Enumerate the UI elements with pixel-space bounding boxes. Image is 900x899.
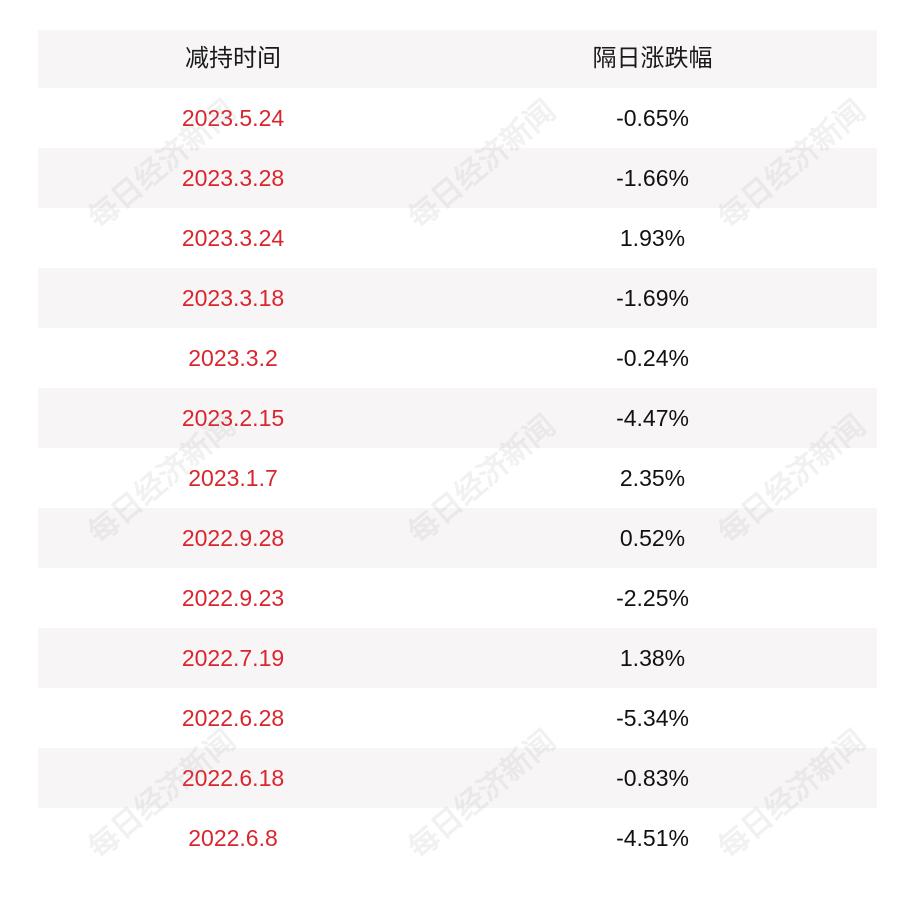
row-change: -4.51%	[616, 825, 689, 851]
row-date: 2022.6.28	[181, 705, 285, 731]
table-row: 2023.1.7 2.35%	[38, 448, 877, 508]
table-row: 2023.3.18 -1.69%	[38, 268, 877, 328]
table-row: 2022.9.23 -2.25%	[38, 568, 877, 628]
table-header-row: 减持时间 隔日涨跌幅	[38, 30, 877, 88]
table-row: 2023.5.24 -0.65%	[38, 88, 877, 148]
row-change: -0.83%	[616, 765, 689, 791]
row-change: -0.65%	[616, 105, 689, 131]
row-change: -1.66%	[616, 165, 689, 191]
row-change: 1.38%	[619, 645, 686, 671]
row-date: 2023.2.15	[181, 405, 285, 431]
row-change: -0.24%	[616, 345, 689, 371]
row-date: 2023.3.28	[181, 165, 285, 191]
header-date: 减持时间	[185, 45, 281, 72]
header-change: 隔日涨跌幅	[592, 45, 713, 72]
row-date: 2022.9.28	[181, 525, 285, 551]
row-change: -4.47%	[616, 405, 689, 431]
row-change: 2.35%	[619, 465, 686, 491]
row-date: 2023.3.24	[181, 225, 285, 251]
table-row: 2023.3.28 -1.66%	[38, 148, 877, 208]
row-change: 0.52%	[619, 525, 686, 551]
table-row: 2023.3.24 1.93%	[38, 208, 877, 268]
row-date: 2022.7.19	[181, 645, 285, 671]
row-date: 2023.1.7	[188, 465, 278, 491]
row-date: 2023.3.2	[188, 345, 278, 371]
table-row: 2022.6.28 -5.34%	[38, 688, 877, 748]
row-date: 2022.9.23	[181, 585, 285, 611]
table-row: 2022.6.18 -0.83%	[38, 748, 877, 808]
row-change: -2.25%	[616, 585, 689, 611]
row-date: 2023.5.24	[181, 105, 285, 131]
row-date: 2022.6.8	[188, 825, 278, 851]
row-change: 1.93%	[619, 225, 686, 251]
row-date: 2022.6.18	[181, 765, 285, 791]
data-table: 减持时间 隔日涨跌幅 2023.5.24 -0.65% 2023.3.28 -1.66…	[38, 30, 877, 868]
table-row: 2023.3.2 -0.24%	[38, 328, 877, 388]
table-row: 2022.7.19 1.38%	[38, 628, 877, 688]
table-row: 2022.6.8 -4.51%	[38, 808, 877, 868]
row-date: 2023.3.18	[181, 285, 285, 311]
row-change: -1.69%	[616, 285, 689, 311]
table-row: 2022.9.28 0.52%	[38, 508, 877, 568]
table-row: 2023.2.15 -4.47%	[38, 388, 877, 448]
row-change: -5.34%	[616, 705, 689, 731]
